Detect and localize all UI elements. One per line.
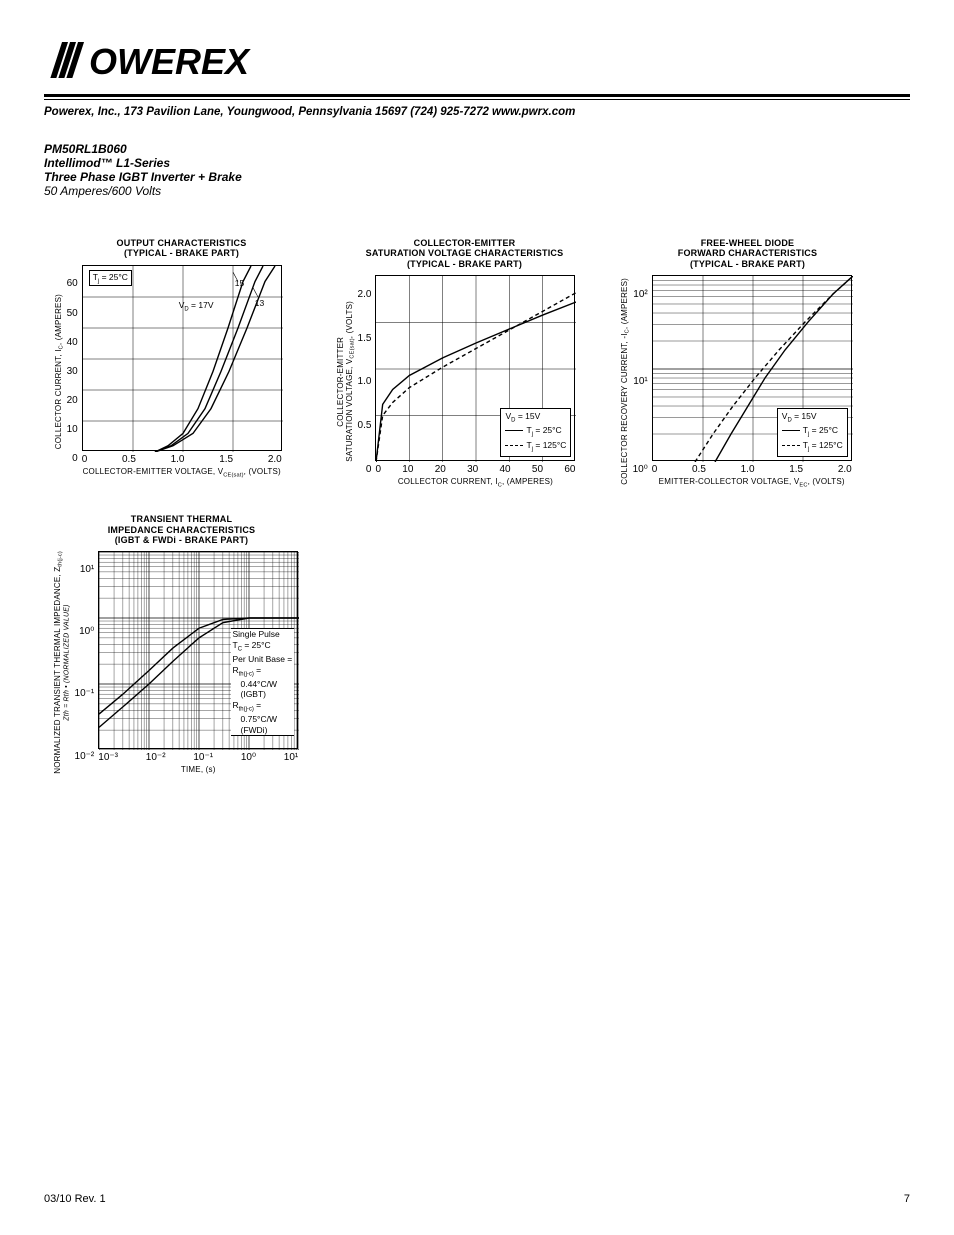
- chart3-xlabel: EMITTER-COLLECTOR VOLTAGE, VEC, (VOLTS): [652, 477, 852, 489]
- chart3-ylabel: COLLECTOR RECOVERY CURRENT, -IC, (AMPERE…: [620, 278, 631, 485]
- header-rule-thick: [44, 94, 910, 97]
- chart3-title: FREE-WHEEL DIODE FORWARD CHARACTERISTICS…: [620, 238, 875, 269]
- svg-text:OWEREX: OWEREX: [89, 41, 251, 82]
- chart-saturation-voltage: COLLECTOR-EMITTER SATURATION VOLTAGE CHA…: [337, 238, 592, 774]
- chart-fwd-forward: FREE-WHEEL DIODE FORWARD CHARACTERISTICS…: [620, 238, 875, 774]
- chart2-xlabel: COLLECTOR CURRENT, IC, (AMPERES): [375, 477, 575, 489]
- part-rating: 50 Amperes/600 Volts: [44, 184, 910, 198]
- chart1-ylabel: COLLECTOR CURRENT, IC, (AMPERES): [54, 294, 65, 449]
- chart1-yticks: 6050403020100: [67, 278, 78, 464]
- part-number: PM50RL1B060: [44, 142, 910, 156]
- chart4-plot: Single Pulse TC = 25°C Per Unit Base = R…: [98, 551, 298, 749]
- logo: OWEREX: [44, 36, 910, 84]
- chart2-ylabel: COLLECTOR-EMITTER SATURATION VOLTAGE, VC…: [337, 301, 356, 462]
- chart1-xticks: 00.51.01.52.0: [82, 454, 282, 465]
- chart4-xticks: 10⁻³10⁻²10⁻¹10⁰10¹: [98, 752, 298, 763]
- contact-line: Powerex, Inc., 173 Pavilion Lane, Youngw…: [44, 106, 910, 118]
- footer-rev: 03/10 Rev. 1: [44, 1193, 106, 1205]
- chart2-yticks: 2.01.51.00.50: [358, 289, 372, 475]
- chart2-title: COLLECTOR-EMITTER SATURATION VOLTAGE CHA…: [337, 238, 592, 269]
- part-block: PM50RL1B060 Intellimod™ L1-Series Three …: [44, 142, 910, 198]
- chart1-plot: Tj = 25°C VD = 17V 15 13: [82, 265, 282, 451]
- chart1-15: 15: [235, 278, 244, 288]
- part-series: Intellimod™ L1-Series: [44, 156, 910, 170]
- footer-page: 7: [904, 1193, 910, 1205]
- chart4-title: TRANSIENT THERMAL IMPEDANCE CHARACTERIST…: [54, 514, 309, 545]
- chart-transient-thermal: TRANSIENT THERMAL IMPEDANCE CHARACTERIST…: [54, 514, 309, 774]
- chart3-plot: VD = 15V Tj = 25°C Tj = 125°C: [652, 275, 852, 461]
- header-rule-thin: [44, 99, 910, 100]
- charts-row: OUTPUT CHARACTERISTICS (TYPICAL - BRAKE …: [54, 238, 910, 774]
- chart3-xticks: 00.51.01.52.0: [652, 464, 852, 475]
- chart1-vd-annot: VD = 17V: [179, 300, 214, 313]
- chart2-xticks: 0102030405060: [375, 464, 575, 475]
- part-desc: Three Phase IGBT Inverter + Brake: [44, 170, 910, 184]
- chart4-yticks: 10¹10⁰10⁻¹10⁻²: [75, 564, 95, 762]
- chart1-tj-annot: Tj = 25°C: [89, 270, 132, 287]
- chart1-title: OUTPUT CHARACTERISTICS (TYPICAL - BRAKE …: [54, 238, 309, 259]
- chart2-legend: VD = 15V Tj = 25°C Tj = 125°C: [500, 408, 571, 457]
- chart1-13: 13: [255, 298, 264, 308]
- chart4-xlabel: TIME, (s): [98, 765, 298, 774]
- chart4-info: Single Pulse TC = 25°C Per Unit Base = R…: [231, 628, 295, 736]
- footer: 03/10 Rev. 1 7: [44, 1193, 910, 1205]
- chart3-legend: VD = 15V Tj = 25°C Tj = 125°C: [777, 408, 848, 457]
- chart1-svg: [83, 266, 283, 452]
- chart3-yticks: 10²10¹10⁰: [633, 289, 648, 475]
- chart-output-characteristics: OUTPUT CHARACTERISTICS (TYPICAL - BRAKE …: [54, 238, 309, 478]
- chart4-ylabel: NORMALIZED TRANSIENT THERMAL IMPEDANCE, …: [54, 551, 73, 774]
- chart2-plot: VD = 15V Tj = 25°C Tj = 125°C: [375, 275, 575, 461]
- chart1-xlabel: COLLECTOR-EMITTER VOLTAGE, VCE(sat), (VO…: [82, 467, 282, 479]
